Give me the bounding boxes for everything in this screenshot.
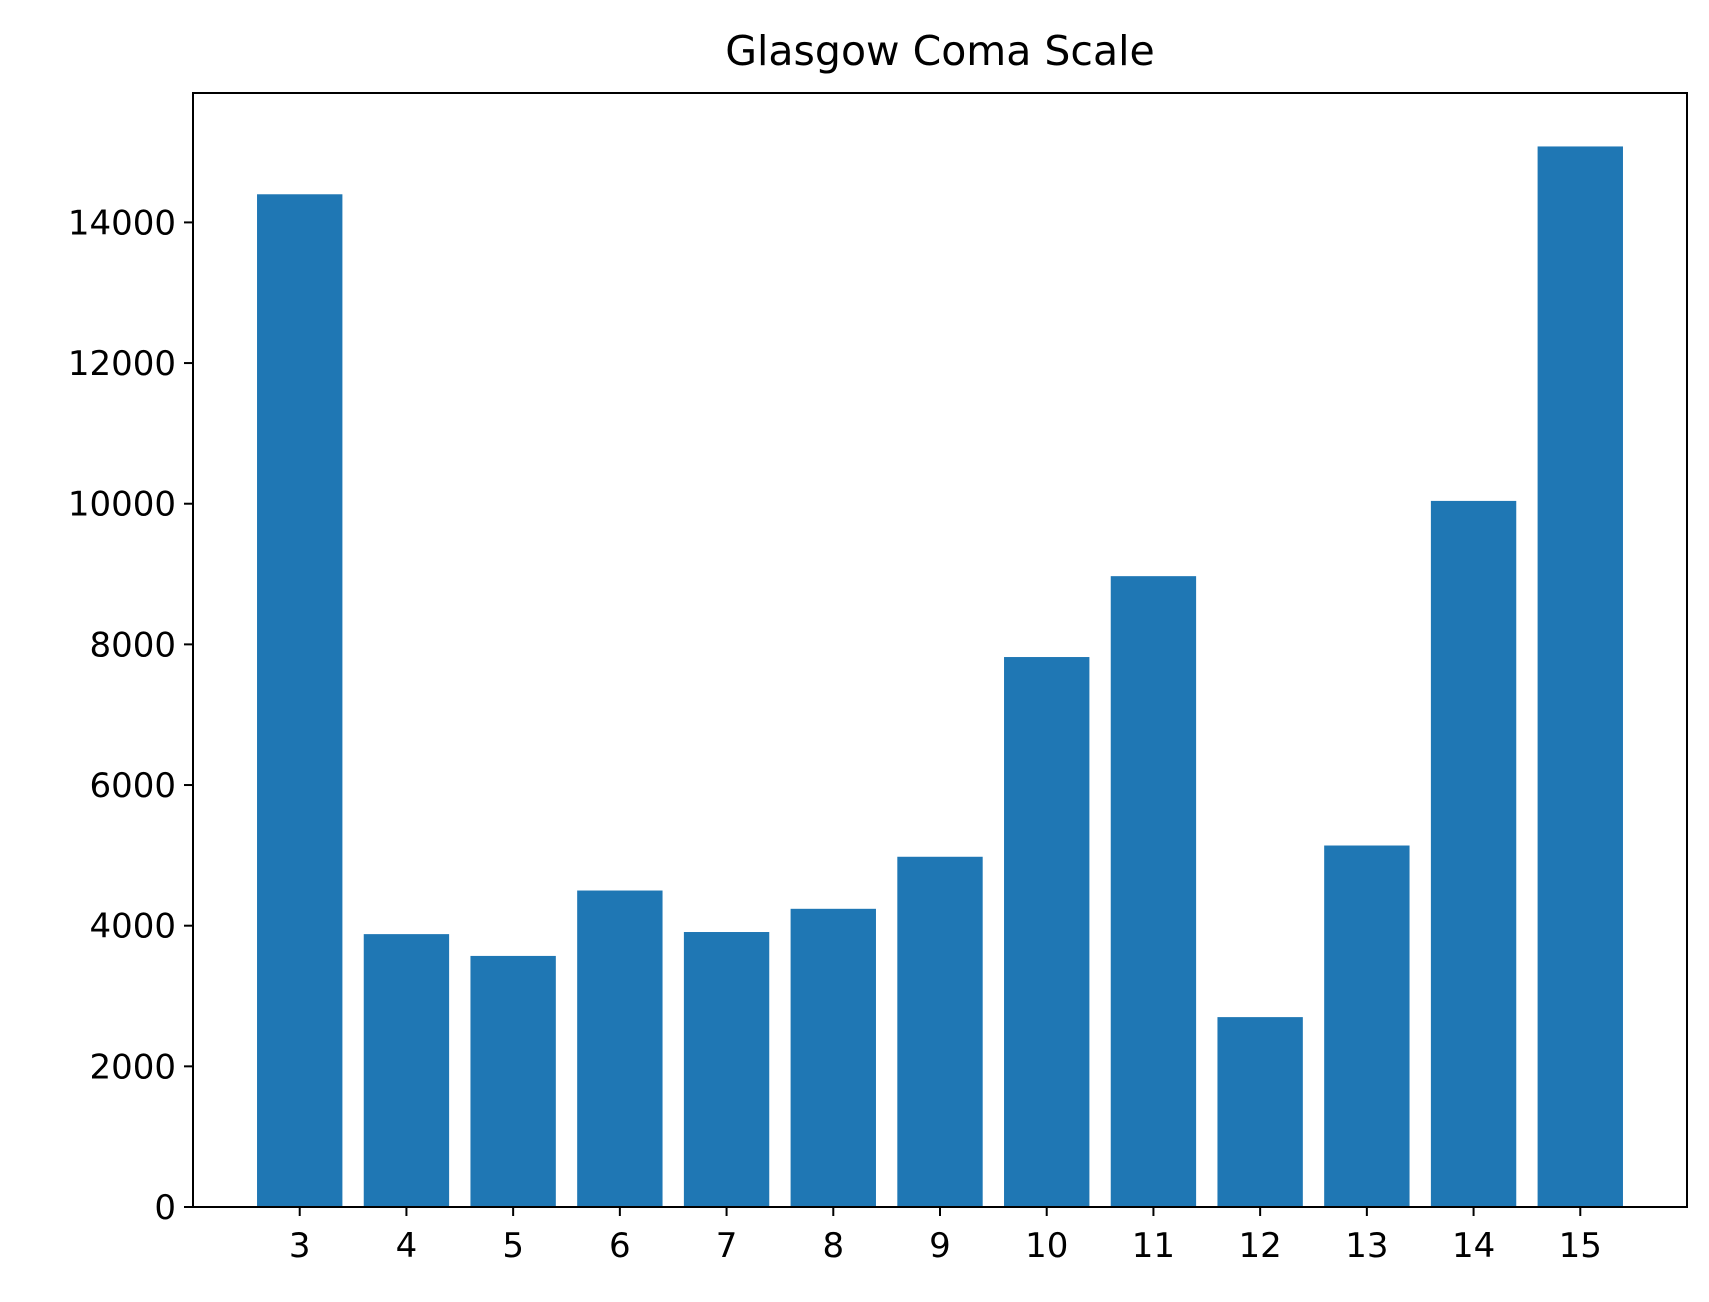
- x-tick-label-15: 15: [1559, 1226, 1602, 1266]
- bar-13: [1324, 845, 1410, 1207]
- y-tick-label-4000: 4000: [89, 907, 176, 947]
- plot-frame: [192, 92, 1688, 1208]
- bars-layer: [257, 146, 1623, 1208]
- y-tick-label-6000: 6000: [89, 766, 176, 806]
- bar-5: [470, 955, 556, 1207]
- bar-12: [1217, 1017, 1303, 1207]
- x-tick-label-12: 12: [1239, 1226, 1282, 1266]
- x-tick-label-11: 11: [1132, 1226, 1175, 1266]
- y-tick-label-0: 0: [154, 1188, 176, 1228]
- y-tick-label-2000: 2000: [89, 1047, 176, 1087]
- x-axis: 3 4 5 6 7 8 9 10 11 12 13 14 15: [289, 1207, 1602, 1266]
- y-axis: 0 2000 4000 6000 8000 10000 12000 14000: [68, 203, 193, 1228]
- x-tick-label-6: 6: [609, 1226, 631, 1266]
- x-tick-label-13: 13: [1345, 1226, 1388, 1266]
- bar-15: [1537, 146, 1623, 1208]
- x-tick-label-9: 9: [929, 1226, 951, 1266]
- bar-7: [683, 932, 770, 1207]
- x-tick-label-8: 8: [822, 1226, 844, 1266]
- bar-9: [897, 856, 983, 1207]
- y-tick-label-12000: 12000: [68, 344, 176, 384]
- x-tick-label-7: 7: [716, 1226, 738, 1266]
- x-tick-label-3: 3: [289, 1226, 311, 1266]
- bar-11: [1110, 576, 1197, 1207]
- bar-14: [1430, 500, 1517, 1207]
- bar-10: [1004, 657, 1090, 1207]
- y-tick-label-14000: 14000: [68, 203, 176, 243]
- bar-8: [790, 908, 876, 1207]
- bar-3: [257, 194, 343, 1208]
- chart-title: Glasgow Coma Scale: [725, 27, 1154, 75]
- x-tick-label-5: 5: [502, 1226, 524, 1266]
- bar-6: [577, 890, 663, 1207]
- x-tick-label-4: 4: [396, 1226, 418, 1266]
- x-tick-label-14: 14: [1452, 1226, 1495, 1266]
- y-tick-label-10000: 10000: [68, 485, 176, 525]
- bar-4: [363, 934, 450, 1207]
- x-tick-label-10: 10: [1025, 1226, 1068, 1266]
- y-tick-label-8000: 8000: [89, 625, 176, 665]
